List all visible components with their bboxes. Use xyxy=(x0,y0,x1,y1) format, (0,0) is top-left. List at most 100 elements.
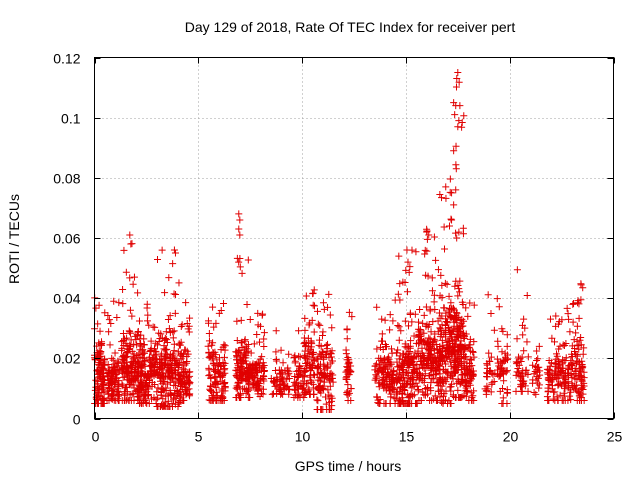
data-point xyxy=(447,215,455,223)
data-point xyxy=(409,380,417,388)
y-axis-label: ROTI / TECUs xyxy=(6,194,22,284)
data-point xyxy=(378,337,386,345)
data-point xyxy=(573,352,581,360)
data-point xyxy=(155,338,163,346)
data-point xyxy=(403,288,411,296)
data-point xyxy=(493,295,501,303)
data-point xyxy=(170,246,178,254)
data-point xyxy=(175,393,183,401)
data-point xyxy=(314,376,322,384)
data-point xyxy=(452,355,460,363)
data-point xyxy=(320,305,328,313)
data-point xyxy=(138,367,146,375)
data-point xyxy=(245,384,253,392)
data-point xyxy=(235,210,243,218)
data-point xyxy=(302,339,310,347)
data-point xyxy=(308,316,316,324)
data-point xyxy=(295,363,303,371)
data-point xyxy=(387,378,395,386)
data-point xyxy=(96,327,104,335)
data-point xyxy=(119,382,127,390)
data-point xyxy=(292,378,300,386)
data-point xyxy=(553,393,561,401)
data-point xyxy=(579,350,587,358)
data-point xyxy=(442,360,450,368)
data-point xyxy=(155,329,163,337)
data-point xyxy=(424,354,432,362)
data-point xyxy=(319,299,327,307)
data-point xyxy=(577,333,585,341)
data-point xyxy=(535,384,543,392)
data-point xyxy=(244,388,252,396)
data-point xyxy=(212,379,220,387)
data-point xyxy=(234,379,242,387)
data-point xyxy=(454,375,462,383)
data-point xyxy=(313,355,321,363)
data-point xyxy=(422,364,430,372)
data-point xyxy=(401,317,409,325)
data-point xyxy=(568,350,576,358)
data-point xyxy=(427,328,435,336)
data-point xyxy=(118,344,126,352)
data-point xyxy=(574,358,582,366)
data-point xyxy=(523,338,531,346)
data-point xyxy=(246,315,254,323)
data-point xyxy=(156,355,164,363)
data-point xyxy=(154,371,162,379)
data-point xyxy=(419,319,427,327)
data-point xyxy=(96,392,104,400)
data-point xyxy=(246,393,254,401)
data-point xyxy=(133,371,141,379)
data-point xyxy=(408,318,416,326)
data-point xyxy=(159,395,167,403)
data-point xyxy=(451,111,459,119)
data-point xyxy=(461,381,469,389)
data-point xyxy=(443,280,451,288)
data-point xyxy=(518,369,526,377)
data-point xyxy=(418,337,426,345)
data-point xyxy=(405,322,413,330)
data-point xyxy=(255,338,263,346)
data-point xyxy=(180,372,188,380)
data-point xyxy=(98,377,106,385)
data-point xyxy=(165,325,173,333)
data-point xyxy=(300,377,308,385)
data-point xyxy=(92,376,100,384)
data-point xyxy=(217,307,225,315)
data-point xyxy=(407,359,415,367)
data-point xyxy=(178,321,186,329)
data-point xyxy=(159,362,167,370)
data-point xyxy=(575,342,583,350)
data-point xyxy=(159,385,167,393)
data-point xyxy=(396,366,404,374)
data-point xyxy=(105,328,113,336)
data-point xyxy=(273,357,281,365)
data-point xyxy=(110,385,118,393)
data-point xyxy=(206,352,214,360)
data-point xyxy=(249,381,257,389)
data-point xyxy=(562,378,570,386)
data-point xyxy=(247,349,255,357)
data-point xyxy=(216,396,224,404)
data-point xyxy=(258,311,266,319)
data-point xyxy=(214,368,222,376)
data-point xyxy=(127,362,135,370)
data-point xyxy=(378,368,386,376)
data-point xyxy=(118,396,126,404)
data-point xyxy=(436,353,444,361)
data-point xyxy=(138,399,146,407)
data-point xyxy=(108,354,116,362)
data-point xyxy=(452,83,460,91)
data-point xyxy=(426,335,434,343)
data-point xyxy=(447,372,455,380)
data-point xyxy=(128,312,136,320)
data-point xyxy=(185,390,193,398)
data-point xyxy=(285,350,293,358)
data-point xyxy=(453,234,461,242)
data-point xyxy=(233,317,241,325)
data-point xyxy=(461,345,469,353)
data-point xyxy=(235,393,243,401)
data-point xyxy=(397,327,405,335)
data-point xyxy=(564,310,572,318)
data-point xyxy=(386,326,394,334)
